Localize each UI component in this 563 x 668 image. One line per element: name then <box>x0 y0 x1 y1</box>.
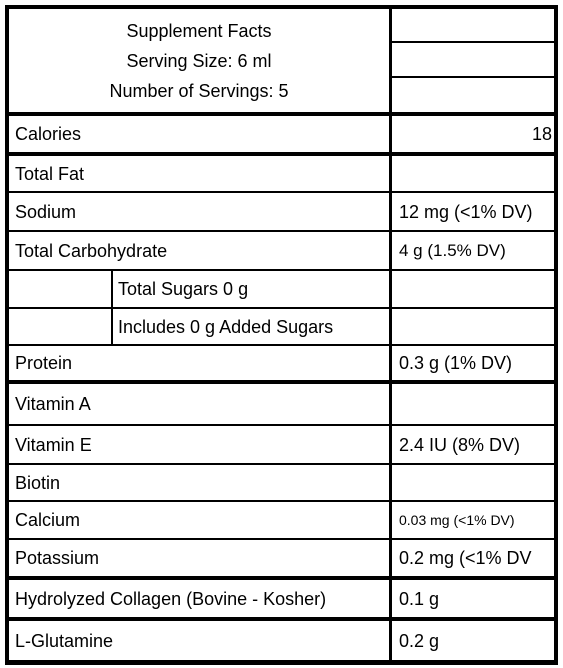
row-name: Vitamin E <box>15 434 92 455</box>
rule <box>9 576 554 580</box>
row-value: 12 mg (<1% DV) <box>399 201 533 222</box>
row-value: 4 g (1.5% DV) <box>399 240 506 260</box>
rule <box>9 380 554 384</box>
row-name: Calories <box>15 124 82 144</box>
rule <box>9 617 554 621</box>
rule <box>9 112 554 116</box>
row-name: Vitamin A <box>15 394 91 414</box>
rule <box>9 191 554 193</box>
rule <box>5 5 9 665</box>
rule <box>9 463 554 465</box>
row-name: Includes 0 g Added Sugars <box>118 316 334 337</box>
rule <box>9 230 554 232</box>
row-name: Total Sugars 0 g <box>118 279 249 299</box>
rule <box>392 76 554 78</box>
rule <box>5 5 558 9</box>
row-name: Potassium <box>15 548 100 568</box>
rule <box>554 5 558 665</box>
header-line: Serving Size: 6 ml <box>126 51 272 71</box>
row-name: Sodium <box>15 201 77 222</box>
rule <box>389 5 392 665</box>
rule <box>392 41 554 43</box>
row-value: 0.2 mg (<1% DV <box>399 548 532 568</box>
row-value: 18 <box>531 124 552 144</box>
rule <box>9 152 554 156</box>
row-value: 0.1 g <box>399 588 440 609</box>
header-line: Supplement Facts <box>126 21 272 41</box>
rule <box>5 660 558 665</box>
row-name: L-Glutamine <box>15 630 114 651</box>
header-line: Number of Servings: 5 <box>109 81 289 101</box>
row-name: Calcium <box>15 510 81 530</box>
row-name: Total Fat <box>15 163 85 184</box>
row-name: Biotin <box>15 472 61 493</box>
rule <box>9 269 554 271</box>
rule <box>9 344 554 346</box>
row-value: 0.3 g (1% DV) <box>399 353 513 373</box>
row-name: Protein <box>15 353 73 373</box>
rule <box>9 538 554 540</box>
row-value: 2.4 IU (8% DV) <box>399 434 521 455</box>
row-name: Hydrolyzed Collagen (Bovine - Kosher) <box>15 588 327 609</box>
row-value: 0.2 g <box>399 630 440 651</box>
row-value: 0.03 mg (<1% DV) <box>399 512 515 528</box>
rule <box>9 500 554 502</box>
rule <box>9 424 554 426</box>
rule <box>111 269 113 346</box>
rule <box>9 307 554 309</box>
row-name: Total Carbohydrate <box>15 240 168 261</box>
